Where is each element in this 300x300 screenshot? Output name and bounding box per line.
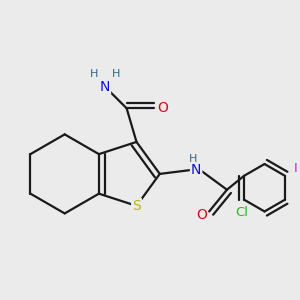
Text: N: N [100,80,110,94]
Text: O: O [196,208,207,222]
Text: O: O [158,101,168,115]
Text: I: I [294,162,298,175]
Text: H: H [189,154,197,164]
Text: S: S [132,199,141,213]
Text: Cl: Cl [236,206,248,219]
Text: H: H [90,69,98,79]
Text: H: H [112,69,120,79]
Text: N: N [191,163,201,177]
